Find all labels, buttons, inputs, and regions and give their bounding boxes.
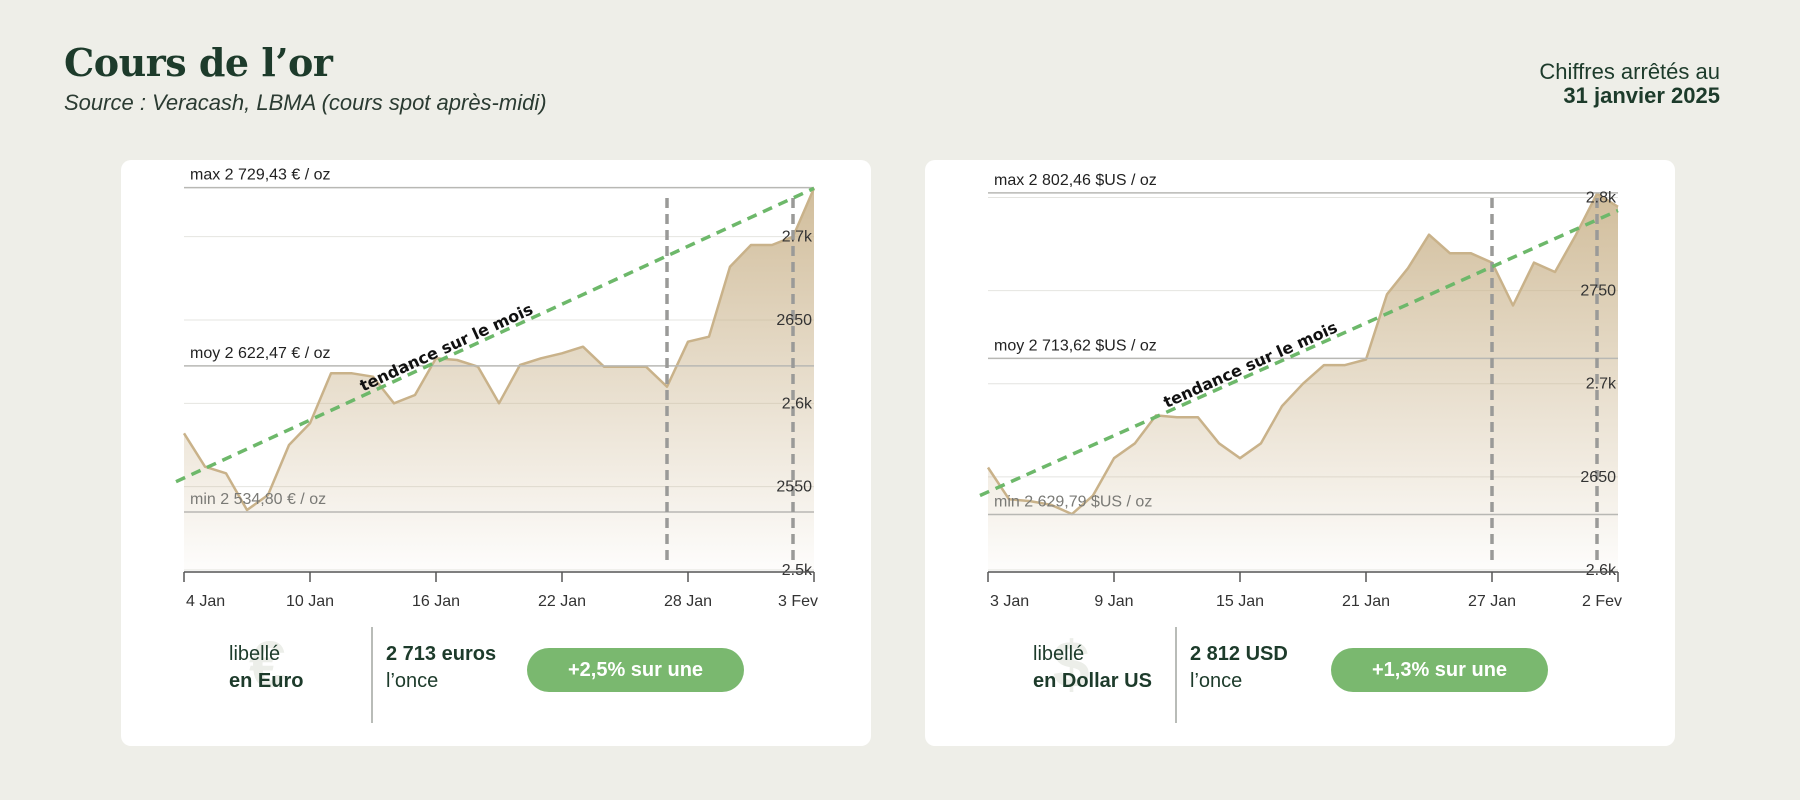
gold-chart-eur: max 2 729,43 € / oz moy 2 622,47 € / oz mi…: [175, 167, 818, 610]
ref-line-label: max 2 729,43 € / oz: [190, 167, 331, 184]
ref-line-label: min 2 534,80 € / oz: [190, 491, 326, 508]
ref-line-label: min 2 629,79 $US / oz: [994, 494, 1152, 511]
y-tick-label: 2.7k: [1586, 376, 1617, 393]
price-unit: l’once: [1190, 670, 1243, 692]
x-tick-label: 27 Jan: [1468, 593, 1516, 610]
x-tick-label: 22 Jan: [538, 593, 586, 610]
x-tick-label: 10 Jan: [286, 593, 334, 610]
y-tick-label: 2.5k: [782, 562, 813, 579]
currency-label-line1: libellé: [1033, 643, 1085, 665]
price-area: [988, 193, 1618, 570]
trend-line: [175, 186, 815, 484]
x-tick-label: 3 Fev: [778, 593, 818, 610]
x-tick-label: 3 Jan: [990, 593, 1029, 610]
x-tick-label: 2 Fev: [1582, 593, 1622, 610]
ref-line-label: moy 2 622,47 € / oz: [190, 345, 331, 362]
y-tick-label: 2.6k: [782, 395, 813, 412]
weekly-change-badge: +2,5% sur une semaine: [527, 648, 744, 725]
x-tick-label: 21 Jan: [1342, 593, 1390, 610]
ref-line-label: max 2 802,46 $US / oz: [994, 172, 1157, 189]
y-tick-label: 2.8k: [1586, 189, 1617, 206]
as-of-block: Chiffres arrêtés au 31 janvier 2025: [1539, 60, 1720, 108]
gold-chart-usd: max 2 802,46 $US / oz moy 2 713,62 $US / …: [979, 172, 1622, 610]
price-block: 2 812 USD l’once: [1190, 641, 1288, 695]
x-tick-label: 4 Jan: [186, 593, 225, 610]
dollar-icon: $: [1053, 627, 1090, 701]
x-tick-label: 16 Jan: [412, 593, 460, 610]
price-line: [986, 192, 1619, 516]
y-tick-label: 2750: [1580, 283, 1616, 300]
x-tick-label: 28 Jan: [664, 593, 712, 610]
chart-card-eur: max 2 729,43 € / oz moy 2 622,47 € / oz mi…: [121, 160, 871, 746]
weekly-change-badge: +1,3% sur une semaine: [1331, 648, 1548, 725]
x-tick-label: 15 Jan: [1216, 593, 1264, 610]
currency-label-line1: libellé: [229, 643, 281, 665]
page-title: Cours de l’or: [64, 40, 333, 85]
y-tick-label: 2.6k: [1586, 562, 1617, 579]
currency-label-line2: en Euro: [229, 670, 304, 692]
y-tick-label: 2550: [776, 479, 812, 496]
as-of-label: Chiffres arrêtés au: [1539, 59, 1720, 84]
price-line: [182, 187, 816, 512]
as-of-date: 31 janvier 2025: [1563, 83, 1720, 108]
card-footer-usd: $ libellé en Dollar US 2 812 USD l’once …: [925, 625, 1675, 735]
y-tick-label: 2650: [1580, 469, 1616, 486]
footer-divider: [1175, 627, 1177, 723]
price-value: 2 713 euros: [386, 643, 497, 665]
y-tick-label: 2.7k: [782, 229, 813, 246]
trend-line: [979, 208, 1619, 498]
price-area: [184, 188, 814, 571]
currency-label-line2: en Dollar US: [1033, 670, 1152, 692]
currency-label: libellé en Dollar US: [1033, 641, 1152, 695]
price-block: 2 713 euros l’once: [386, 641, 496, 695]
footer-divider: [371, 627, 373, 723]
price-unit: l’once: [386, 670, 439, 692]
chart-card-usd: max 2 802,46 $US / oz moy 2 713,62 $US / …: [925, 160, 1675, 746]
ref-line-label: moy 2 713,62 $US / oz: [994, 337, 1157, 354]
currency-label: libellé en Euro: [229, 641, 303, 695]
x-tick-label: 9 Jan: [1094, 593, 1133, 610]
card-footer-eur: € libellé en Euro 2 713 euros l’once +2,…: [121, 625, 871, 735]
y-tick-label: 2650: [776, 312, 812, 329]
price-value: 2 812 USD: [1190, 643, 1288, 665]
euro-icon: €: [249, 627, 286, 701]
page-subtitle: Source : Veracash, LBMA (cours spot aprè…: [64, 90, 547, 115]
